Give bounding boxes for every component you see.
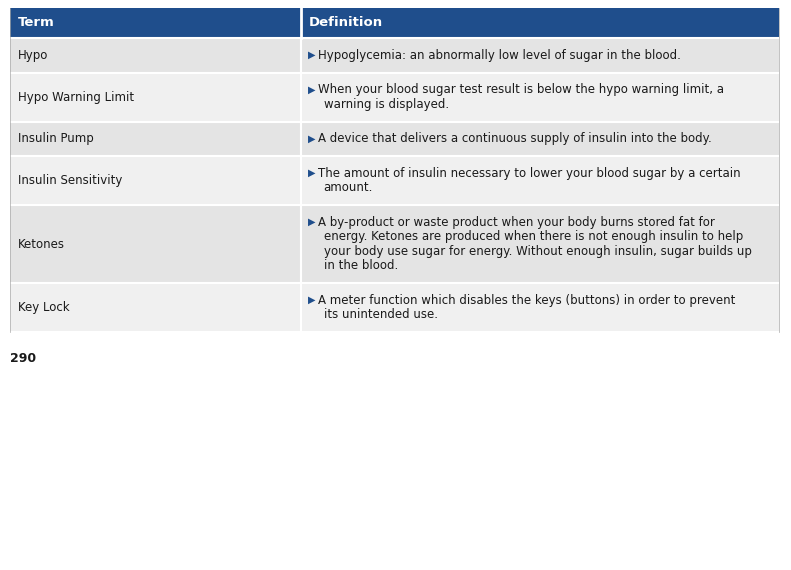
- Bar: [10, 205, 779, 283]
- Text: The amount of insulin necessary to lower your blood sugar by a certain: The amount of insulin necessary to lower…: [318, 167, 740, 180]
- Text: warning is displayed.: warning is displayed.: [324, 97, 448, 111]
- Text: Insulin Pump: Insulin Pump: [18, 132, 94, 145]
- Bar: [10, 8, 779, 38]
- Text: Term: Term: [18, 17, 55, 30]
- Text: ▶: ▶: [308, 217, 315, 227]
- Text: Hypo: Hypo: [18, 49, 48, 62]
- Text: energy. Ketones are produced when there is not enough insulin to help: energy. Ketones are produced when there …: [324, 230, 743, 243]
- Text: Key Lock: Key Lock: [18, 301, 70, 314]
- Text: in the blood.: in the blood.: [324, 259, 398, 272]
- Bar: [10, 121, 779, 156]
- Text: When your blood sugar test result is below the hypo warning limit, a: When your blood sugar test result is bel…: [318, 83, 724, 96]
- Text: ▶: ▶: [308, 168, 315, 178]
- Text: ▶: ▶: [308, 50, 315, 60]
- Text: ▶: ▶: [308, 85, 315, 95]
- Text: ▶: ▶: [308, 295, 315, 306]
- Text: Hypoglycemia: an abnormally low level of sugar in the blood.: Hypoglycemia: an abnormally low level of…: [318, 49, 680, 62]
- Text: amount.: amount.: [324, 181, 373, 194]
- Bar: [10, 156, 779, 205]
- Text: A by-product or waste product when your body burns stored fat for: A by-product or waste product when your …: [318, 216, 714, 229]
- Text: 290: 290: [10, 352, 36, 365]
- Bar: [10, 72, 779, 121]
- Text: ▶: ▶: [308, 134, 315, 144]
- Bar: [10, 38, 779, 72]
- Text: A device that delivers a continuous supply of insulin into the body.: A device that delivers a continuous supp…: [318, 132, 711, 145]
- Bar: [10, 283, 779, 332]
- Text: Hypo Warning Limit: Hypo Warning Limit: [18, 91, 134, 104]
- Text: A meter function which disables the keys (buttons) in order to prevent: A meter function which disables the keys…: [318, 294, 735, 307]
- Text: its unintended use.: its unintended use.: [324, 308, 437, 321]
- Text: Definition: Definition: [308, 17, 383, 30]
- Text: Ketones: Ketones: [18, 238, 65, 250]
- Text: your body use sugar for energy. Without enough insulin, sugar builds up: your body use sugar for energy. Without …: [324, 245, 751, 258]
- Text: Insulin Sensitivity: Insulin Sensitivity: [18, 174, 123, 187]
